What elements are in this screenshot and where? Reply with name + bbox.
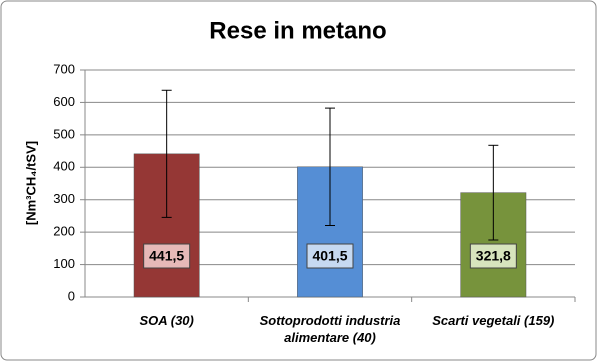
- y-tick-label: 300: [53, 191, 75, 206]
- y-tick-label: 400: [53, 159, 75, 174]
- y-tick-label: 500: [53, 126, 75, 141]
- bar: [297, 166, 363, 298]
- x-tick-label: SOA (30): [139, 313, 194, 328]
- y-tick-label: 200: [53, 224, 75, 239]
- value-label-box: [306, 243, 354, 269]
- y-tick-label: 600: [53, 94, 75, 109]
- value-label: 441,5: [149, 248, 184, 264]
- y-tick-label: 0: [68, 288, 75, 303]
- y-axis-label: [Nm³CH₄/tSV]: [23, 141, 38, 225]
- value-label: 401,5: [312, 248, 347, 264]
- x-tick-label: Scarti vegetali (159): [432, 313, 555, 328]
- y-tick-label: 700: [53, 61, 75, 76]
- x-tick-label: Sottoprodotti industria alimentare (40): [259, 313, 401, 345]
- chart-title: Rese in metano: [209, 17, 386, 44]
- value-label: 321,8: [476, 248, 511, 264]
- value-label-box: [143, 243, 191, 269]
- y-tick-label: 100: [53, 256, 75, 271]
- value-label-box: [469, 243, 517, 269]
